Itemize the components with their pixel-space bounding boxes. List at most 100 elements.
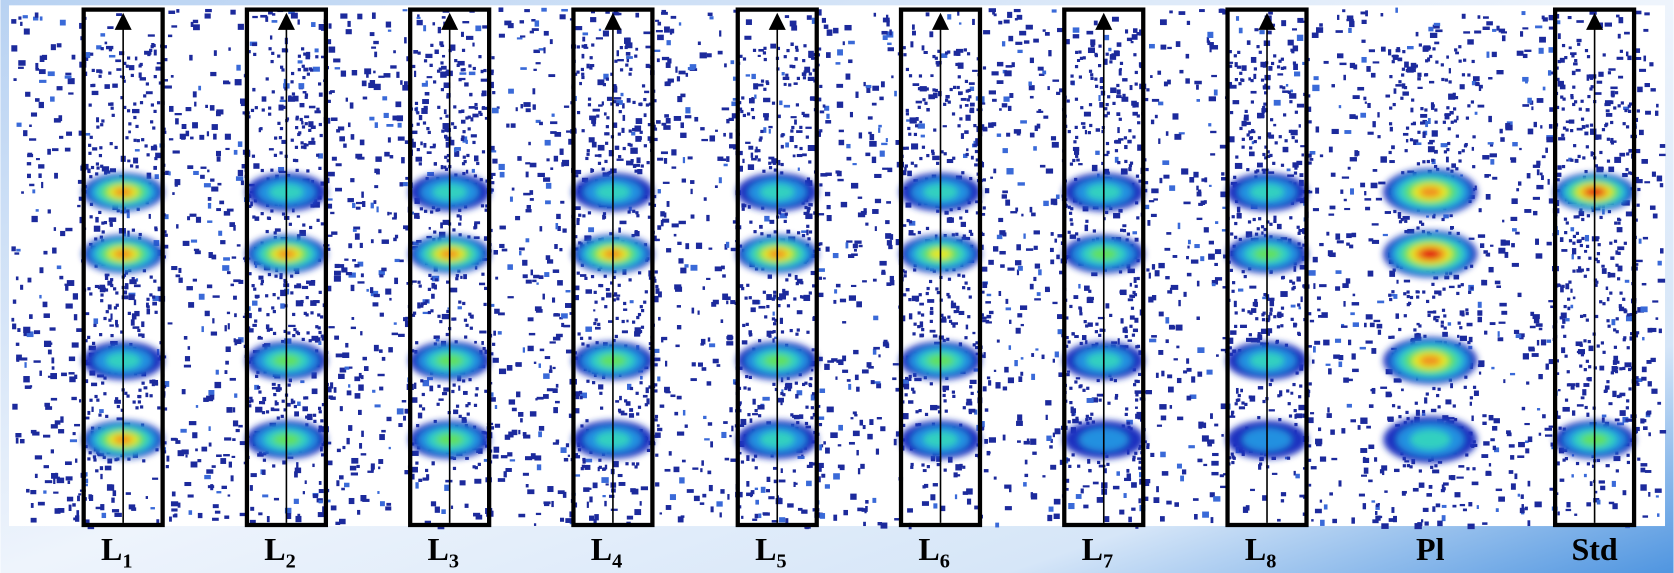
speckle [186, 107, 192, 111]
speckle [255, 106, 258, 109]
speckle [707, 471, 711, 475]
speckle [759, 225, 763, 229]
speckle [1422, 413, 1425, 416]
speckle [229, 462, 232, 468]
speckle [1337, 240, 1344, 243]
speckle [1619, 304, 1622, 308]
speckle [677, 432, 684, 436]
speckle [1030, 439, 1036, 445]
speckle [168, 322, 173, 324]
speckle [1656, 104, 1659, 108]
speckle [193, 24, 200, 30]
speckle [423, 25, 426, 31]
speckle [331, 505, 337, 510]
speckle [188, 346, 190, 350]
speckle [1242, 65, 1247, 71]
speckle [465, 504, 469, 508]
speckle [853, 244, 858, 249]
speckle [674, 412, 678, 416]
speckle [315, 55, 318, 58]
speckle [311, 336, 318, 341]
speckle [1443, 487, 1446, 490]
speckle [281, 415, 284, 418]
speckle [535, 306, 542, 311]
speckle [827, 29, 833, 35]
speckle [1511, 217, 1518, 221]
speckle [1368, 445, 1374, 449]
speckle [1377, 135, 1380, 138]
speckle [1395, 84, 1402, 87]
speckle [294, 405, 297, 408]
speckle [886, 282, 891, 286]
speckle [595, 327, 601, 330]
speckle [1156, 486, 1159, 492]
speckle [1359, 494, 1365, 497]
speckle [1601, 265, 1604, 268]
speckle [668, 79, 674, 83]
speckle [213, 134, 217, 140]
speckle [144, 144, 147, 147]
speckle [795, 275, 798, 280]
speckle [1081, 122, 1085, 125]
speckle [999, 251, 1005, 255]
speckle [175, 118, 179, 124]
speckle [1498, 331, 1500, 337]
speckle [423, 143, 426, 148]
speckle [840, 466, 845, 470]
speckle [96, 125, 99, 128]
speckle [1548, 70, 1551, 75]
speckle [1372, 388, 1376, 394]
speckle [396, 72, 399, 78]
speckle [1197, 281, 1200, 287]
speckle [303, 396, 306, 399]
speckle [1372, 240, 1379, 244]
speckle [785, 142, 789, 147]
speckle [474, 155, 478, 161]
speckle [144, 386, 148, 389]
speckle [45, 480, 52, 483]
speckle [1547, 242, 1552, 246]
speckle [402, 400, 406, 402]
speckle [1363, 97, 1366, 101]
speckle [1640, 306, 1647, 312]
speckle [500, 172, 505, 178]
speckle [534, 523, 536, 526]
speckle [881, 271, 885, 274]
speckle [437, 106, 440, 109]
speckle [1341, 428, 1345, 433]
speckle [919, 303, 924, 306]
speckle [1558, 137, 1565, 140]
speckle [193, 279, 197, 282]
speckle [353, 229, 357, 232]
speckle [1565, 318, 1570, 321]
speckle [727, 494, 729, 500]
speckle [1130, 283, 1132, 287]
speckle [1250, 489, 1255, 491]
speckle [1085, 225, 1089, 231]
speckle [23, 130, 27, 136]
speckle [191, 461, 198, 467]
speckle [851, 417, 854, 419]
speckle [1076, 494, 1082, 499]
speckle [441, 88, 444, 91]
speckle [748, 146, 753, 150]
speckle [1360, 418, 1367, 424]
speckle [427, 151, 432, 154]
speckle [184, 336, 188, 340]
speckle [516, 362, 522, 367]
speckle [125, 283, 129, 289]
speckle [68, 78, 75, 84]
speckle [216, 151, 221, 156]
speckle [141, 321, 144, 327]
speckle [258, 336, 261, 339]
speckle [858, 212, 865, 217]
speckle [12, 404, 17, 410]
speckle [1488, 142, 1494, 144]
speckle [703, 416, 706, 419]
speckle [61, 373, 67, 377]
speckle [679, 221, 686, 224]
speckle [1506, 430, 1511, 434]
speckle [881, 270, 885, 272]
speckle [1478, 15, 1481, 19]
speckle [655, 482, 659, 486]
